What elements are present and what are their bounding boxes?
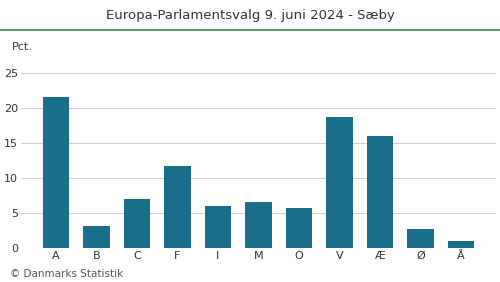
Text: Europa-Parlamentsvalg 9. juni 2024 - Sæby: Europa-Parlamentsvalg 9. juni 2024 - Sæb…	[106, 9, 395, 22]
Text: © Danmarks Statistik: © Danmarks Statistik	[10, 269, 123, 279]
Bar	[164, 166, 190, 248]
Bar	[246, 202, 272, 248]
Bar	[367, 136, 393, 248]
Bar	[42, 96, 69, 248]
Bar	[124, 199, 150, 248]
Bar	[83, 226, 110, 248]
Text: Pct.: Pct.	[12, 42, 32, 52]
Bar	[408, 229, 434, 248]
Bar	[205, 206, 231, 248]
Bar	[286, 208, 312, 248]
Bar	[448, 241, 474, 248]
Bar	[326, 118, 352, 248]
